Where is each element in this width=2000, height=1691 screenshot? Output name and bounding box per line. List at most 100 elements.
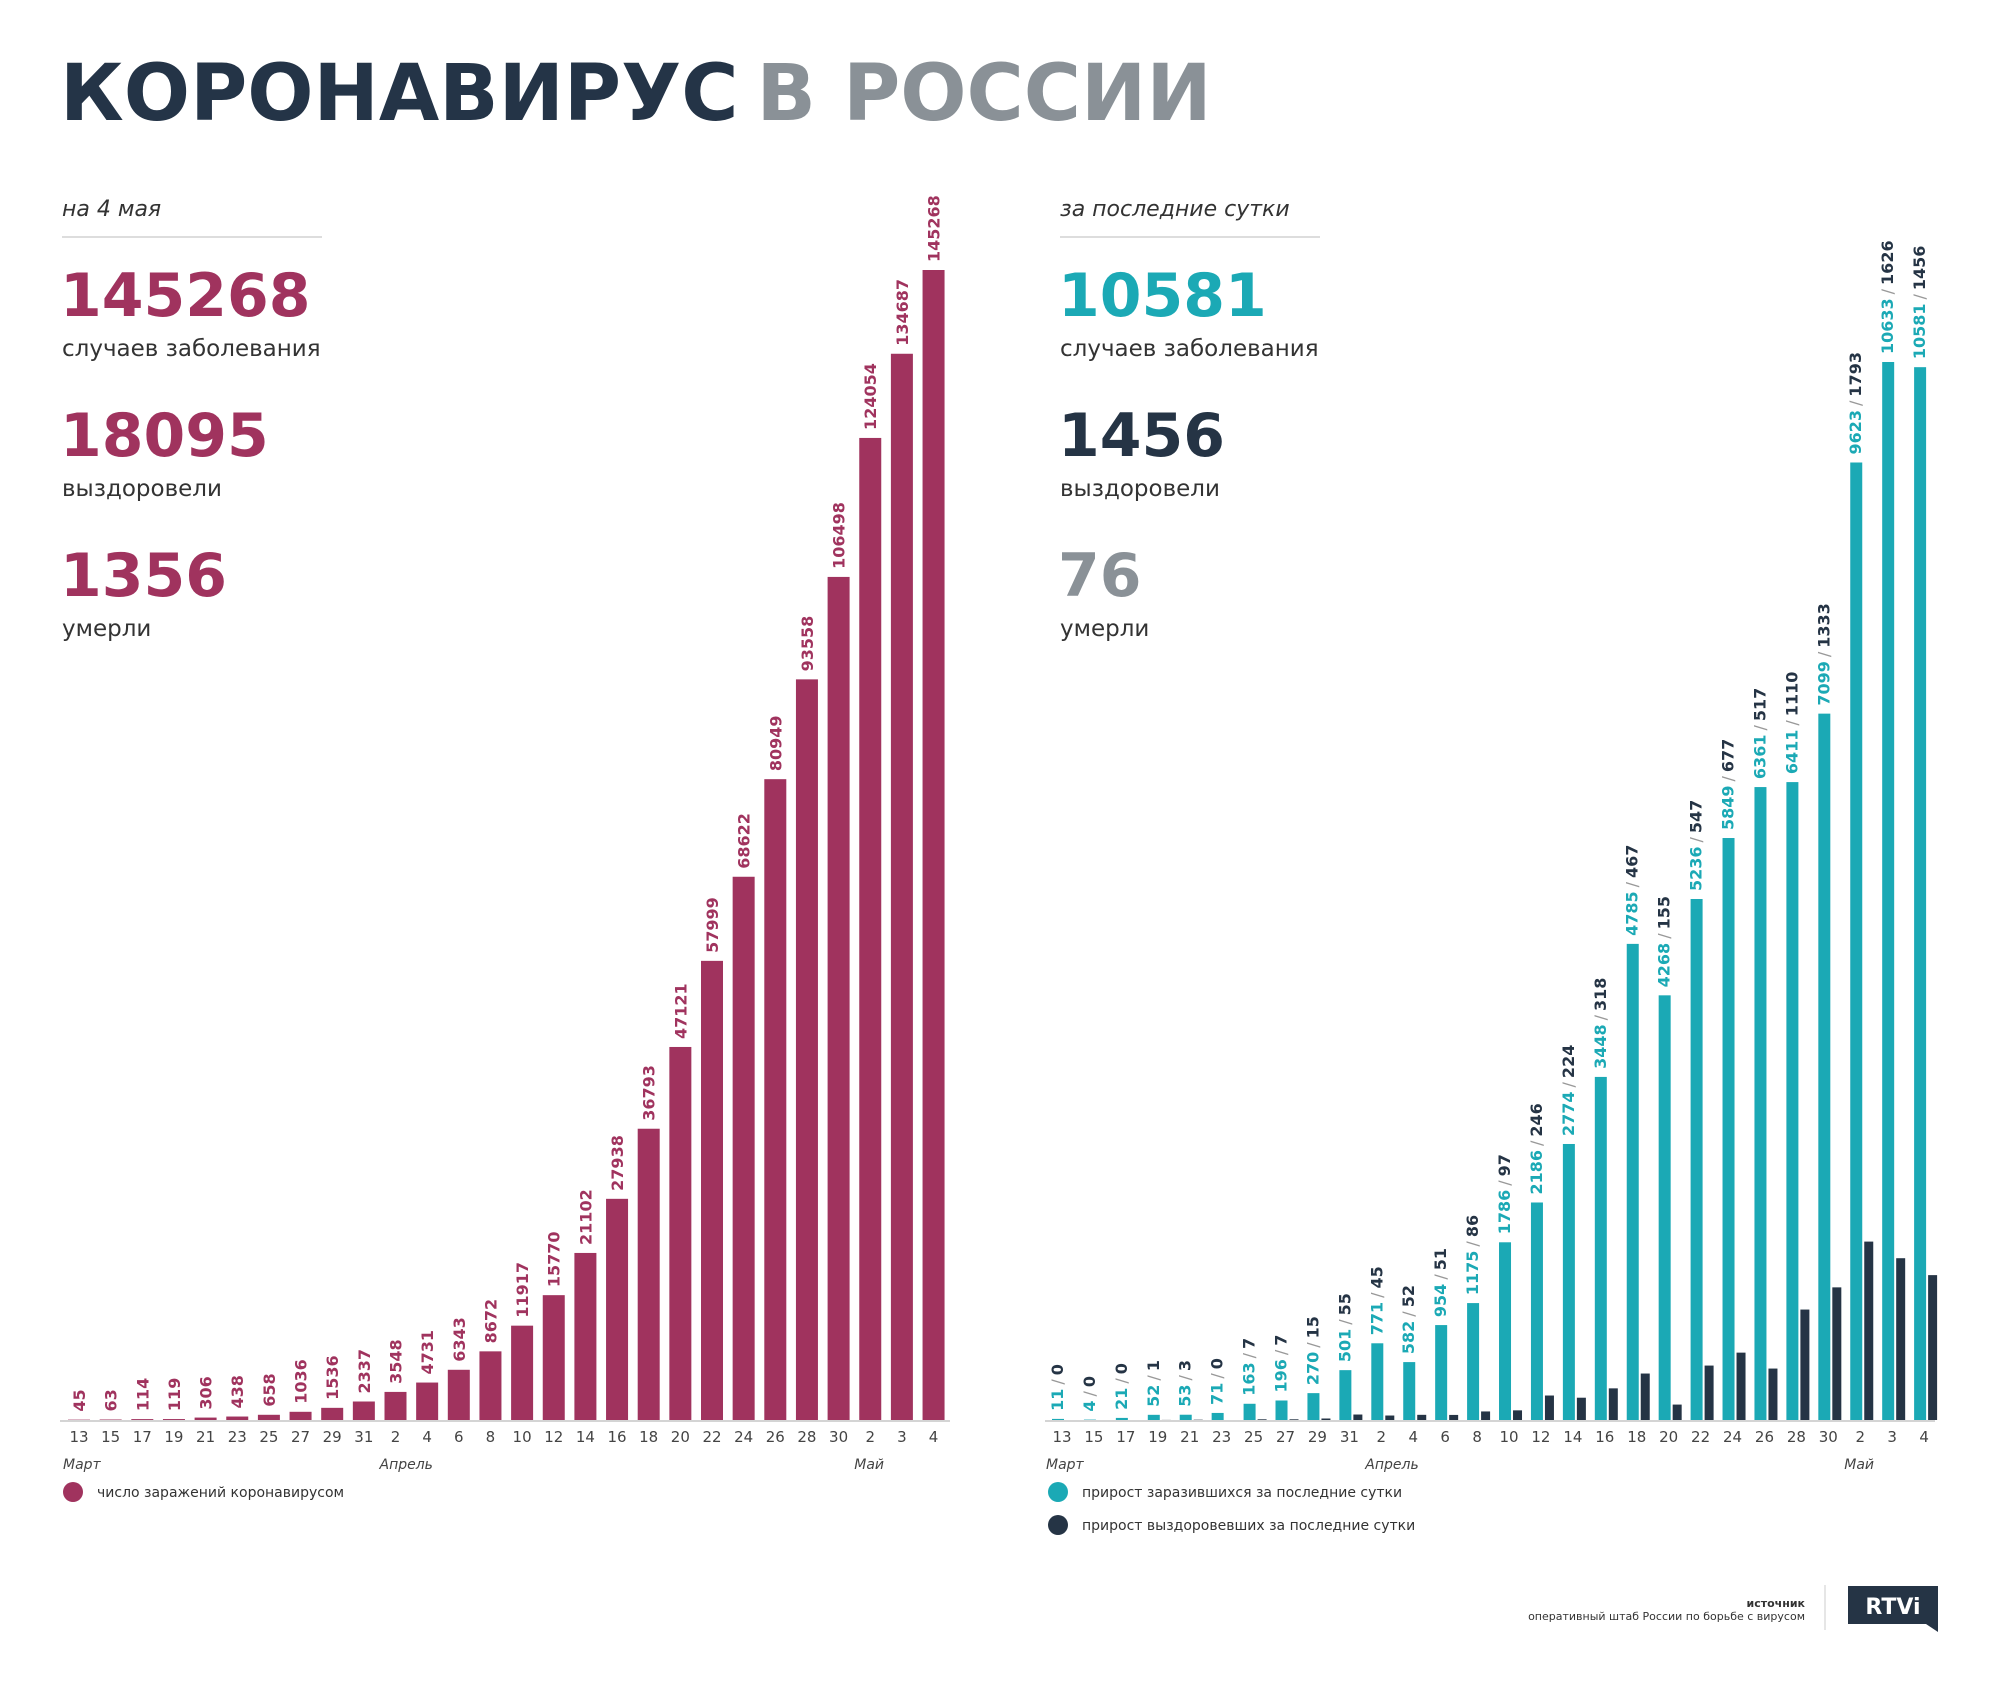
value-cases: 501 [1335,1329,1354,1362]
bar-cases [1914,367,1927,1420]
value-cases: 5236 [1687,846,1706,891]
value-label: 270 / 15 [1303,1316,1322,1385]
source-text: оперативный штаб России по борьбе с виру… [1528,1610,1805,1623]
bar-cases [1658,995,1671,1420]
bar [511,1325,534,1420]
value-label: 4731 [418,1330,437,1375]
x-tick-label: 23 [228,1428,247,1446]
value-recovered: 467 [1623,845,1642,878]
value-cases: 3448 [1591,1024,1610,1069]
x-tick-label: 13 [1052,1428,1071,1446]
value-recovered: 0 [1080,1376,1099,1387]
value-cases: 52 [1144,1385,1163,1407]
x-tick-label: 22 [1691,1428,1710,1446]
bar [574,1252,597,1420]
bar-recovered [1544,1395,1554,1420]
x-tick-label: 27 [291,1428,310,1446]
x-tick-label: 13 [69,1428,88,1446]
x-tick-label: 2 [1377,1428,1387,1446]
value-recovered: 547 [1687,800,1706,833]
value-label: 501 / 55 [1335,1293,1354,1362]
value-separator: / [1527,1140,1546,1146]
value-label: 145268 [925,195,944,262]
bar-cases [1243,1403,1256,1420]
stat-label: умерли [62,616,151,642]
value-label: 582 / 52 [1399,1285,1418,1354]
value-label: 106498 [830,502,849,569]
value-cases: 9623 [1846,410,1865,455]
source-title: источник [1747,1597,1806,1610]
value-recovered: 97 [1495,1154,1514,1176]
bar-recovered [1704,1365,1714,1420]
stat-label: выздоровели [1060,476,1220,502]
value-cases: 6411 [1782,730,1801,775]
value-label: 47121 [671,983,690,1039]
stat-label: случаев заболевания [1060,336,1319,362]
value-label: 1036 [292,1359,311,1404]
value-cases: 270 [1303,1352,1322,1385]
value-separator: / [1208,1373,1227,1379]
value-separator: / [1112,1378,1131,1384]
value-recovered: 3 [1176,1360,1195,1371]
bar-cases [1147,1414,1160,1420]
bar [732,876,755,1420]
bar-cases [1722,838,1735,1420]
value-separator: / [1591,1014,1610,1020]
value-separator: / [1559,1081,1578,1087]
value-separator: / [1782,720,1801,726]
value-label: 4785 / 467 [1623,845,1642,936]
bar-cases [1052,1418,1064,1420]
bar [890,353,913,1421]
value-recovered: 0 [1112,1363,1131,1374]
value-cases: 53 [1176,1384,1195,1406]
value-label: 196 / 7 [1272,1335,1291,1393]
bar [542,1295,565,1420]
legend-swatch [1048,1482,1068,1502]
bar-cases [1786,782,1799,1420]
value-label: 3448 / 318 [1591,978,1610,1069]
month-label: Март [63,1457,102,1473]
value-label: 1786 / 97 [1495,1154,1514,1234]
bar-cases [1371,1343,1384,1420]
value-recovered: 246 [1527,1103,1546,1136]
value-separator: / [1431,1274,1450,1280]
month-label: Апрель [379,1457,433,1473]
bar-cases [1179,1414,1192,1420]
value-label: 4 / 0 [1080,1376,1099,1412]
x-tick-label: 30 [829,1428,848,1446]
x-tick-label: 29 [1308,1428,1327,1446]
value-label: 9623 / 1793 [1846,352,1865,454]
x-tick-label: 23 [1212,1428,1231,1446]
value-label: 771 / 45 [1367,1266,1386,1335]
value-label: 3548 [387,1339,406,1384]
bar-recovered [1736,1352,1746,1420]
value-label: 10581 / 1456 [1910,246,1929,360]
x-tick-label: 2 [1855,1428,1865,1446]
x-tick-label: 17 [133,1428,152,1446]
x-tick-label: 4 [422,1428,432,1446]
value-cases: 2774 [1559,1091,1578,1136]
legend-swatch [63,1482,83,1502]
bar [352,1401,375,1420]
value-separator: / [1048,1379,1067,1385]
bar [479,1351,502,1420]
value-cases: 10633 [1878,298,1897,354]
bar-cases [1594,1076,1607,1420]
value-cases: 10581 [1910,304,1929,360]
stat-value: 1456 [1058,401,1225,471]
bar-recovered [1576,1397,1586,1420]
value-cases: 71 [1208,1383,1227,1405]
x-tick-label: 21 [196,1428,215,1446]
stat-value: 145268 [60,261,311,331]
x-tick-label: 12 [1531,1428,1550,1446]
month-label: Март [1046,1457,1085,1473]
value-separator: / [1303,1342,1322,1348]
x-tick-label: 14 [576,1428,595,1446]
value-separator: / [1846,400,1865,406]
value-separator: / [1910,294,1929,300]
bar-recovered [1608,1388,1618,1420]
value-separator: / [1750,725,1769,731]
summary-caption: за последние сутки [1060,197,1290,222]
x-tick-label: 10 [513,1428,532,1446]
value-separator: / [1367,1292,1386,1298]
